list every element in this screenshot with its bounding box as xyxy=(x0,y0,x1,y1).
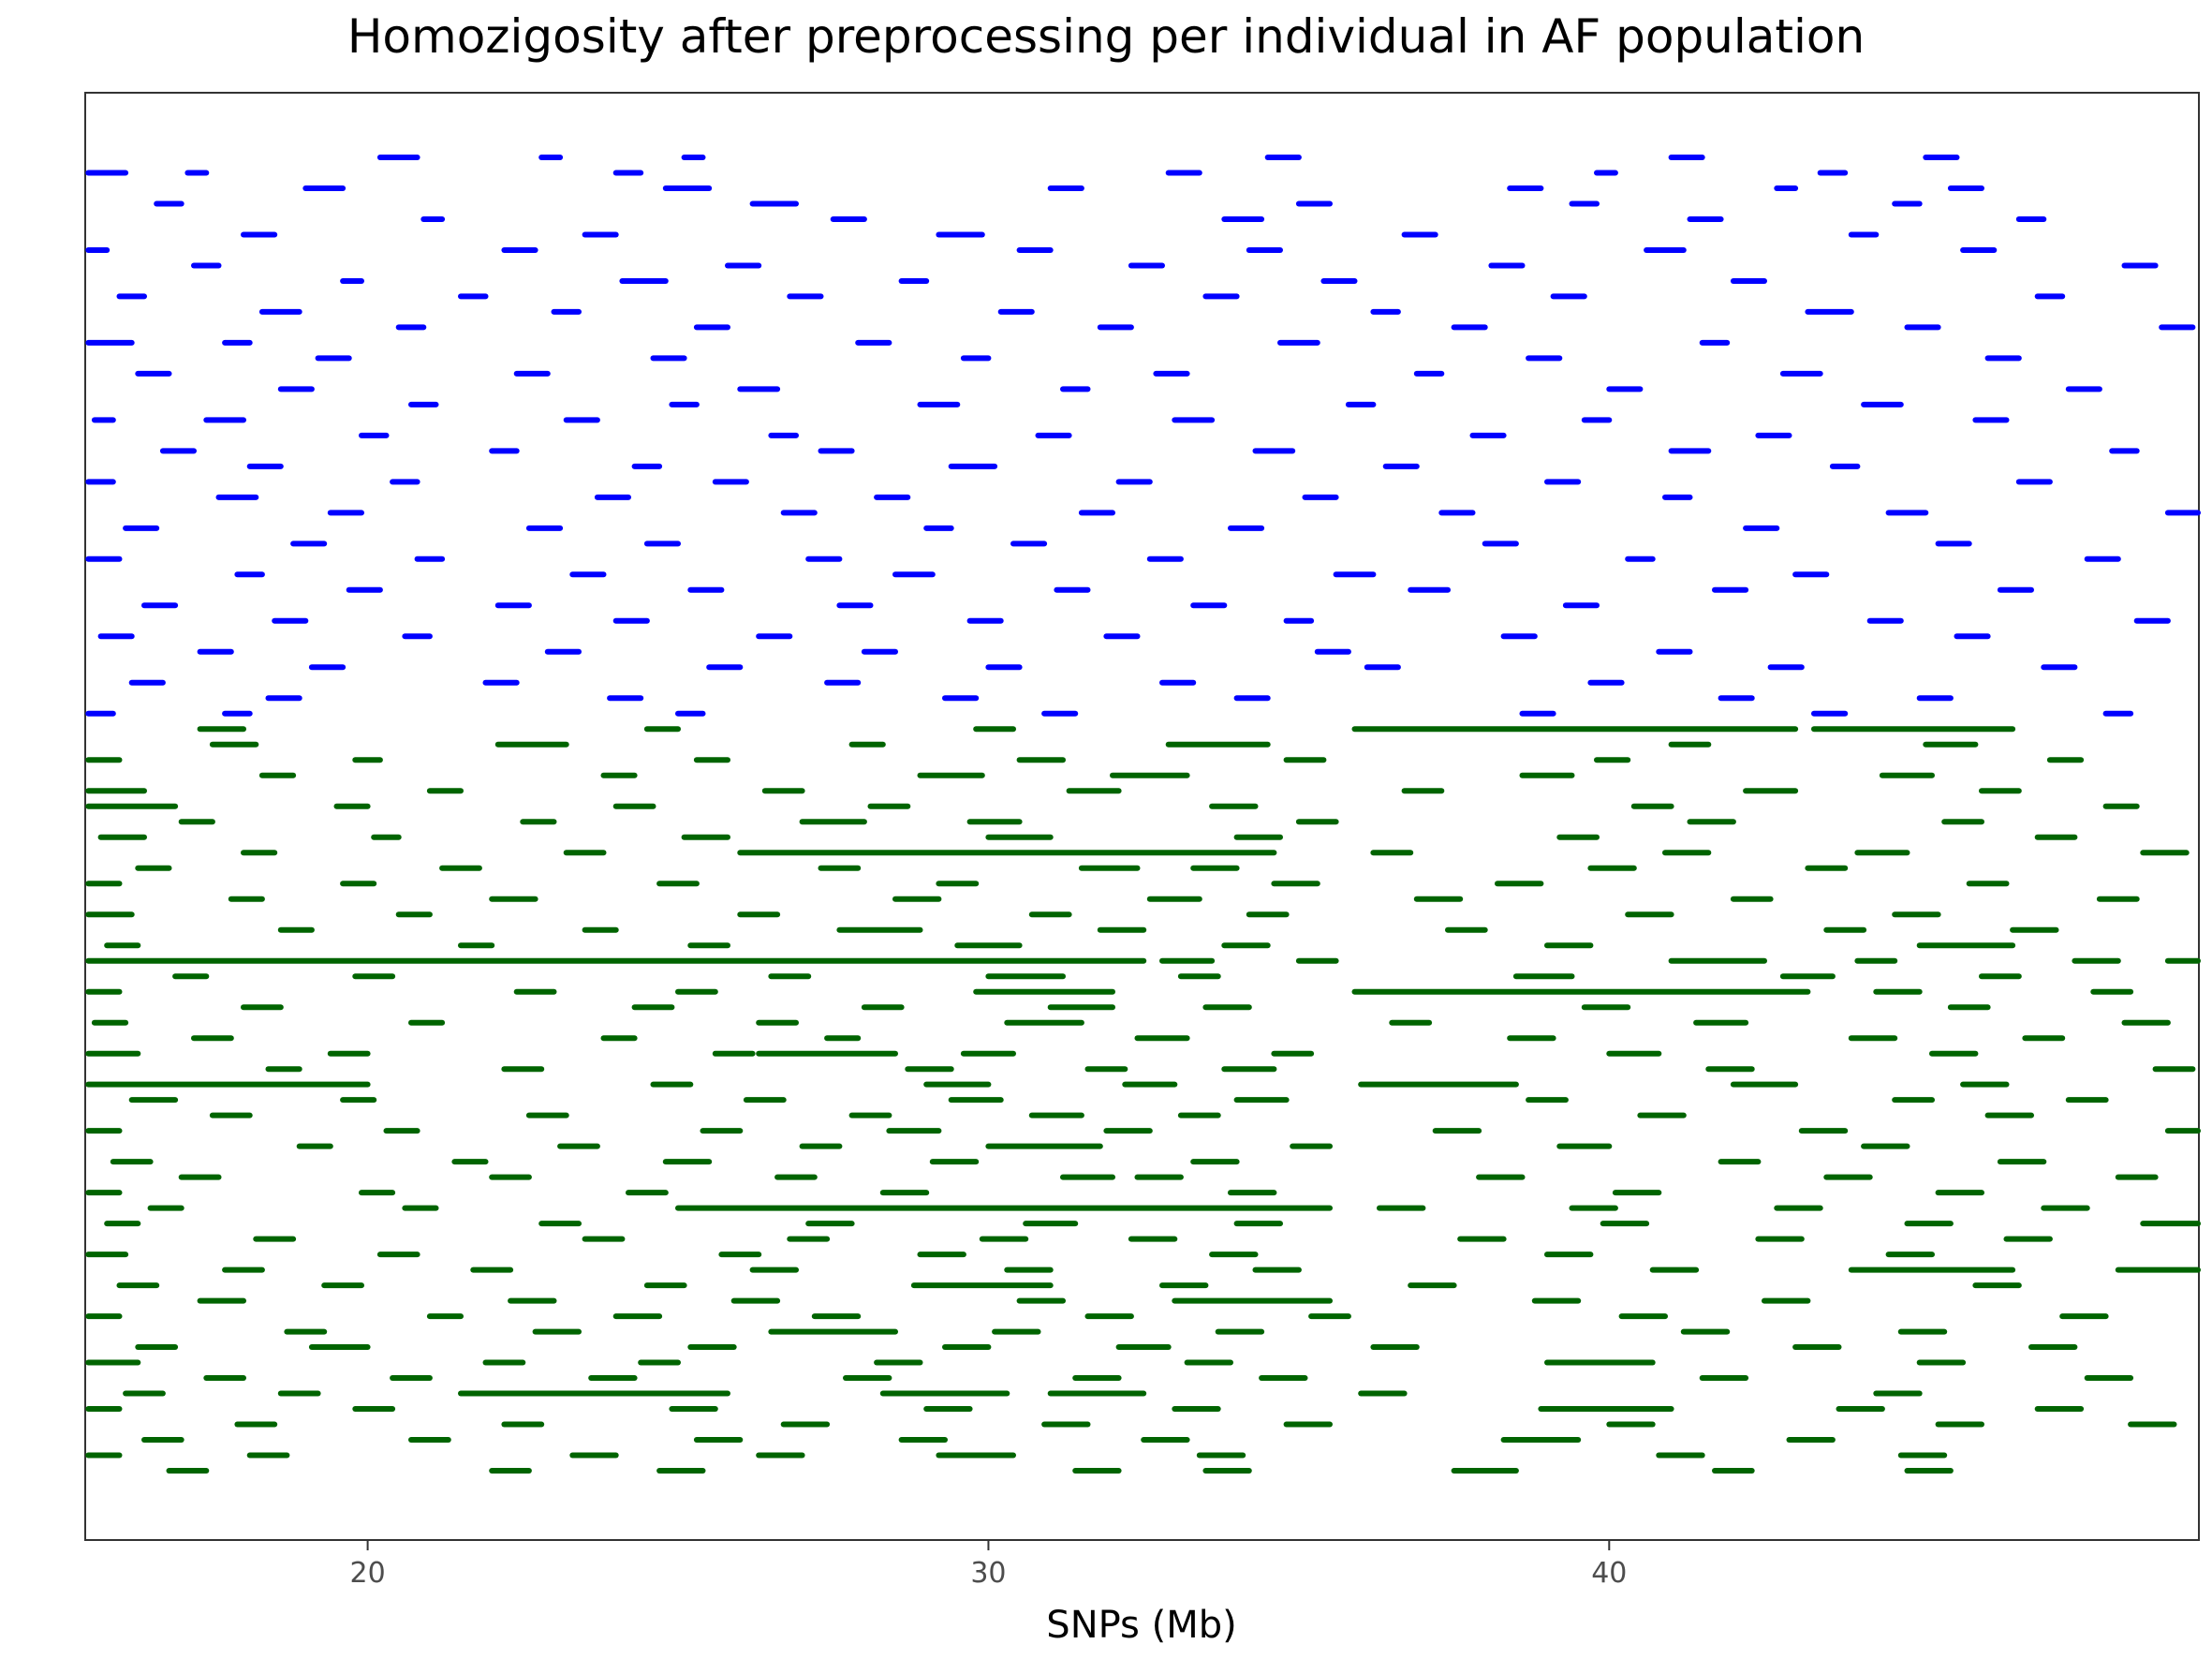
plot-panel xyxy=(84,92,2200,1541)
x-axis-title: SNPs (Mb) xyxy=(1046,1604,1236,1647)
x-tick-label: 30 xyxy=(970,1557,1006,1590)
x-axis: 20 30 40 xyxy=(350,1540,1627,1590)
x-tick-label: 40 xyxy=(1591,1557,1627,1590)
chart-title: Homozigosity after preprocessing per ind… xyxy=(347,9,1865,64)
segments-layer xyxy=(85,155,2201,1474)
x-tick-label: 20 xyxy=(350,1557,386,1590)
